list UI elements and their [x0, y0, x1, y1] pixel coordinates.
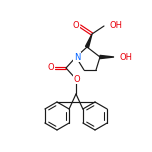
- Text: OH: OH: [120, 52, 133, 62]
- Polygon shape: [100, 55, 114, 59]
- Text: N: N: [74, 52, 80, 62]
- Text: OH: OH: [110, 21, 123, 29]
- Text: O: O: [48, 64, 54, 73]
- Polygon shape: [86, 34, 92, 48]
- Text: O: O: [73, 21, 79, 29]
- Text: O: O: [74, 74, 80, 83]
